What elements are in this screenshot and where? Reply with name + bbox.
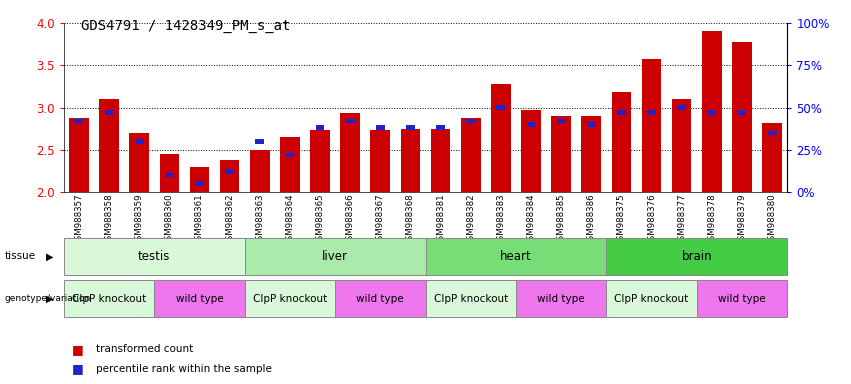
Bar [762,123,782,192]
Bar [280,137,300,192]
Bar [316,126,324,130]
Text: ■: ■ [72,362,84,375]
Bar [607,280,697,317]
Bar [581,116,601,192]
Bar [250,150,270,192]
Bar [335,280,426,317]
Text: wild type: wild type [357,293,404,304]
Bar [220,160,239,192]
Text: ClpP knockout: ClpP knockout [614,293,688,304]
Text: transformed count: transformed count [96,344,193,354]
Text: GDS4791 / 1428349_PM_s_at: GDS4791 / 1428349_PM_s_at [81,19,290,33]
Bar [461,118,481,192]
Bar [370,130,390,192]
Text: genotype/variation: genotype/variation [4,294,90,303]
Text: percentile rank within the sample: percentile rank within the sample [96,364,272,374]
Bar [426,280,516,317]
Bar [401,129,420,192]
Bar [69,118,89,192]
Text: ▶: ▶ [46,251,53,262]
Bar [64,238,245,275]
Text: wild type: wild type [537,293,585,304]
Text: ▶: ▶ [46,293,53,304]
Bar [376,126,385,130]
Text: heart: heart [500,250,532,263]
Bar [557,119,566,123]
Bar [406,126,414,130]
Bar [311,130,330,192]
Bar [285,152,294,157]
Bar [491,84,511,192]
Bar [527,122,535,127]
Bar [245,238,426,275]
Bar [521,110,540,192]
Bar [677,105,686,110]
Bar [105,110,113,115]
Bar [642,60,661,192]
Bar [738,110,746,115]
Bar [426,238,606,275]
Bar [697,280,787,317]
Text: ClpP knockout: ClpP knockout [71,293,146,304]
Bar [195,181,204,186]
Bar [165,173,174,177]
Bar [431,129,450,192]
Bar [768,131,776,135]
Bar [466,119,475,123]
Bar [617,110,625,115]
Bar [340,113,360,192]
Bar [587,122,596,127]
Bar [346,119,355,123]
Text: tissue: tissue [4,251,36,262]
Bar [607,238,787,275]
Text: ClpP knockout: ClpP knockout [253,293,327,304]
Text: wild type: wild type [718,293,766,304]
Bar [516,280,607,317]
Bar [100,99,119,192]
Text: brain: brain [682,250,712,263]
Bar [707,110,717,115]
Bar [732,43,751,192]
Bar [255,139,264,144]
Bar [134,139,144,144]
Bar [129,133,149,192]
Bar [245,280,335,317]
Text: liver: liver [322,250,348,263]
Bar [437,126,445,130]
Text: ClpP knockout: ClpP knockout [433,293,508,304]
Text: wild type: wild type [175,293,223,304]
Bar [612,92,631,192]
Bar [190,167,209,192]
Bar [496,105,505,110]
Bar [75,119,83,123]
Bar [64,280,154,317]
Bar [702,31,722,192]
Text: testis: testis [138,250,170,263]
Bar [672,99,692,192]
Bar [226,169,234,174]
Bar [647,110,656,115]
Bar [154,280,245,317]
Text: ■: ■ [72,343,84,356]
Bar [159,154,179,192]
Bar [551,116,571,192]
